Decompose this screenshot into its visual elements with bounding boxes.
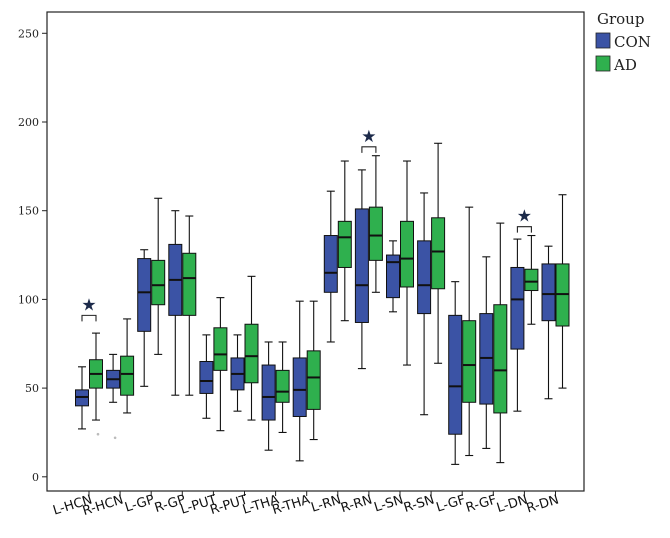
box-ad-r-sn [431,142,446,364]
box-iqr [510,266,525,350]
box-iqr [354,208,369,323]
box-iqr [541,263,556,322]
box-iqr [199,360,214,394]
box-con-l-put [199,334,214,419]
outlier-point [113,436,117,440]
significance-star: ★ [517,207,532,227]
box-iqr [448,314,463,435]
series-con [75,169,556,465]
box-iqr [417,240,432,315]
box-iqr [524,268,539,292]
box-iqr [292,357,307,417]
box-iqr [431,217,446,290]
box-ad-r-gf [493,222,508,464]
box-iqr [261,364,276,421]
significance-bracket [516,226,532,233]
box-iqr [323,235,338,293]
box-con-r-hcn [106,353,121,403]
box-series [75,142,570,465]
box-con-r-dn [541,245,556,400]
box-iqr [244,323,259,384]
box-con-l-dn [510,238,525,412]
box-con-r-tha [292,300,307,462]
y-tick-label: 0 [32,471,39,484]
box-con-l-gp [137,249,152,387]
box-ad-l-tha [275,341,290,434]
box-ad-r-put [244,275,259,421]
box-con-l-tha [261,341,276,451]
box-ad-l-rn [337,160,352,322]
legend-ad-label: AD [613,56,637,74]
series-ad [89,142,570,464]
box-ad-l-gp [151,197,166,355]
significance-star: ★ [361,127,376,147]
y-tick-label: 100 [18,293,39,306]
box-ad-l-put [213,297,228,432]
box-con-l-rn [323,190,338,343]
box-con-r-put [230,334,245,412]
significance-bracket [81,314,97,322]
box-con-l-hcn [75,366,89,430]
box-iqr [275,369,290,403]
box-iqr [120,355,135,396]
y-axis: 0 50 100 150 200 250 [18,27,47,484]
box-ad-l-sn [400,160,414,366]
box-iqr [137,258,152,332]
box-iqr [493,304,508,414]
box-iqr [386,254,400,299]
box-ad-l-hcn [89,332,103,421]
box-iqr [368,206,383,261]
box-ad-r-hcn [120,318,135,414]
legend-con-label: CON [614,33,651,51]
box-ad-r-gp [182,215,197,396]
plot-border [46,11,585,492]
legend-ad-swatch [595,55,611,72]
box-con-r-gf [479,256,494,449]
y-tick-label: 50 [25,382,39,395]
box-iqr [462,320,477,403]
box-con-l-sn [386,240,400,313]
legend-con-swatch [595,32,611,49]
box-iqr [213,327,228,371]
plot-frame [46,11,585,492]
outlier-point [96,432,100,436]
y-tick-label: 200 [18,116,39,129]
box-con-r-sn [417,192,432,416]
y-tick-label: 150 [18,205,39,218]
y-tick-label: 250 [18,27,39,40]
box-con-r-rn [354,169,369,370]
significance-markers: ★ ★ ★ [81,127,532,322]
significance-star: ★ [81,295,96,315]
box-iqr [337,220,352,268]
box-iqr [306,350,321,410]
box-ad-r-tha [306,300,321,441]
box-iqr [400,220,414,288]
box-con-l-gf [448,281,463,465]
box-ad-l-dn [524,234,539,325]
box-ad-r-rn [368,155,383,293]
box-iqr [182,252,197,316]
legend: Group CON AD [595,10,651,74]
box-iqr [151,259,166,306]
legend-title: Group [597,10,644,28]
box-ad-r-dn [555,194,570,389]
significance-bracket [361,146,377,153]
box-con-r-gp [168,210,183,396]
box-ad-l-gf [462,206,477,457]
